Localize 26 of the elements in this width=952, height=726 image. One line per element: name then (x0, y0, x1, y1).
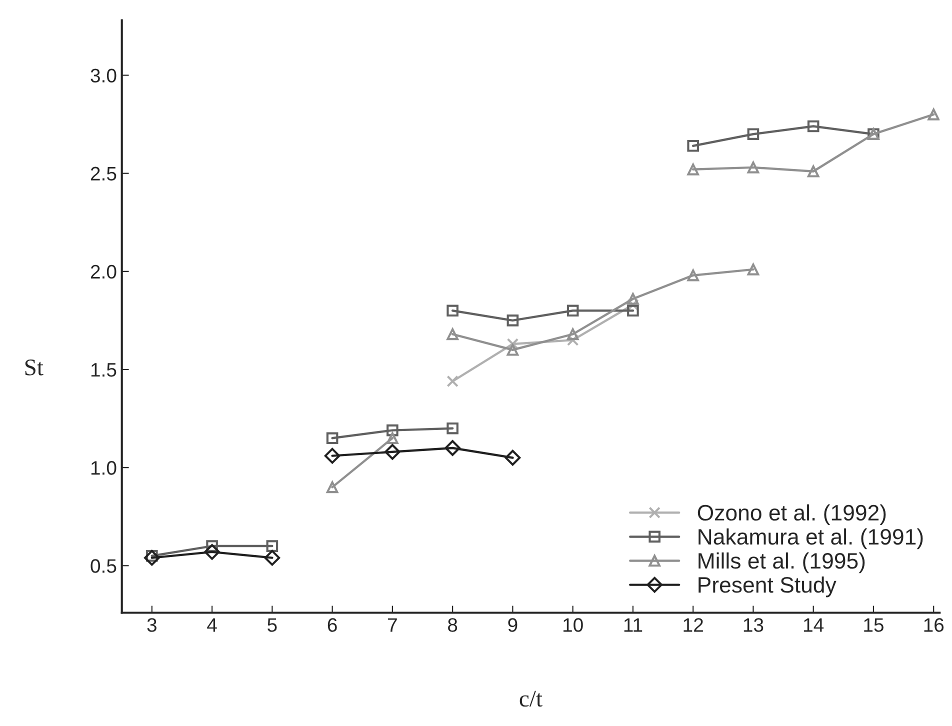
y-tick-label: 0.5 (90, 559, 116, 573)
y-tick-label: 2.5 (90, 166, 116, 181)
x-tick-label: 13 (744, 618, 764, 632)
x-tick-label: 14 (804, 618, 824, 632)
y-tick-label: 1.5 (91, 363, 116, 377)
x-tick-label: 7 (388, 618, 397, 632)
x-tick-label: 3 (147, 618, 156, 632)
y-tick-label: 1.0 (91, 461, 116, 475)
x-tick-label: 12 (684, 618, 703, 632)
x-tick-label: 9 (508, 618, 518, 632)
legend-label: Mills et al. (1995) (698, 552, 865, 574)
x-tick-label: 8 (448, 618, 458, 632)
x-tick-label: 4 (207, 618, 217, 632)
legend-label: Present Study (698, 576, 836, 598)
legend-label: Ozono et al. (1992) (698, 504, 886, 526)
legend-label: Nakamura et al. (1991) (698, 528, 923, 550)
x-tick-label: 5 (268, 618, 277, 632)
y-tick-label: 3.0 (90, 68, 116, 82)
y-tick-label: 2.0 (90, 264, 116, 279)
x-tick-label: 15 (864, 618, 884, 632)
x-tick-label: 10 (564, 618, 583, 632)
x-tick-label: 6 (328, 618, 337, 632)
x-tick-label: 11 (624, 618, 642, 632)
x-axis-title: c/t (520, 690, 542, 707)
x-tick-label: 16 (924, 618, 944, 632)
y-axis-title: St (25, 360, 44, 376)
